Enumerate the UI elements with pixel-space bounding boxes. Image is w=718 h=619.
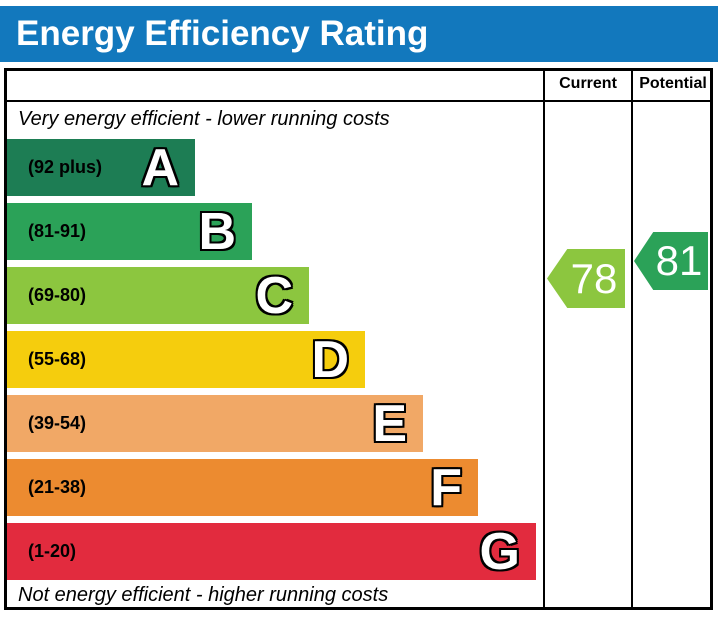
band-g: (1-20) G bbox=[7, 522, 536, 581]
band-d: (55-68) D bbox=[7, 330, 365, 389]
band-c: (69-80) C bbox=[7, 266, 309, 325]
top-note: Very energy efficient - lower running co… bbox=[18, 108, 390, 130]
band-d-range-label: (55-68) bbox=[28, 349, 87, 369]
band-f-range-label: (21-38) bbox=[28, 477, 87, 497]
band-e-range-label: (39-54) bbox=[28, 413, 87, 433]
band-a: (92 plus) A bbox=[7, 138, 195, 197]
band-a-letter: A bbox=[141, 138, 179, 197]
band-g-range-label: (1-20) bbox=[28, 541, 77, 561]
band-b: (81-91) B bbox=[7, 202, 252, 261]
current-rating-value: 78 bbox=[570, 254, 618, 302]
band-b-range-label: (81-91) bbox=[28, 221, 87, 241]
band-g-letter: G bbox=[479, 522, 520, 581]
band-f: (21-38) F bbox=[7, 458, 478, 517]
header-row-divider bbox=[4, 100, 713, 102]
bottom-note: Not energy efficient - higher running co… bbox=[18, 584, 389, 606]
band-e-letter: E bbox=[372, 394, 407, 453]
page-title: Energy Efficiency Rating bbox=[16, 14, 429, 53]
current-column-divider bbox=[543, 68, 545, 610]
band-b-letter: B bbox=[198, 202, 236, 261]
title-bar: Energy Efficiency Rating bbox=[0, 6, 718, 62]
potential-rating-value: 81 bbox=[655, 237, 703, 284]
potential-column-header: Potential bbox=[639, 75, 707, 92]
band-c-letter: C bbox=[255, 266, 293, 325]
band-f-letter: F bbox=[430, 458, 462, 517]
potential-rating-arrow: 81 bbox=[634, 232, 708, 290]
band-e: (39-54) E bbox=[7, 394, 423, 453]
band-c-range-label: (69-80) bbox=[28, 285, 87, 305]
current-column-header: Current bbox=[559, 75, 617, 92]
band-d-letter: D bbox=[311, 330, 349, 389]
band-a-range-label: (92 plus) bbox=[28, 157, 103, 177]
rating-table-border bbox=[4, 68, 713, 610]
potential-column-divider bbox=[631, 68, 633, 610]
